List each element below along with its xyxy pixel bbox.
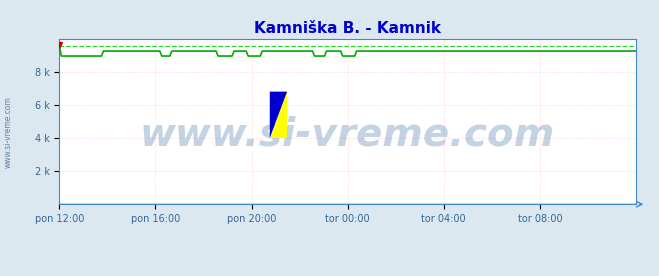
Polygon shape [270, 92, 287, 138]
Title: Kamniška B. - Kamnik: Kamniška B. - Kamnik [254, 21, 441, 36]
Text: www.si-vreme.com: www.si-vreme.com [4, 97, 13, 168]
Polygon shape [270, 92, 287, 138]
Text: www.si-vreme.com: www.si-vreme.com [140, 116, 556, 154]
Legend: temperatura [F], pretok [čevelj3/min]: temperatura [F], pretok [čevelj3/min] [214, 273, 481, 276]
